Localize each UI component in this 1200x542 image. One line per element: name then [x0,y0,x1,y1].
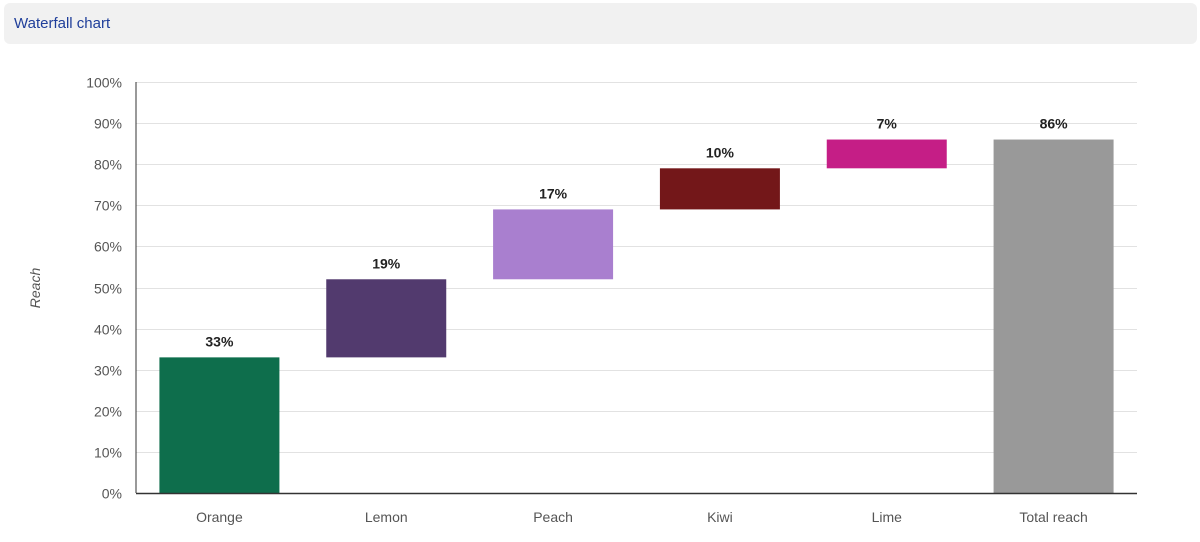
data-label: 17% [539,185,568,201]
bars [159,139,1114,494]
y-tick-label: 90% [94,116,122,132]
x-category-label: Kiwi [707,509,733,525]
x-category-label: Total reach [1019,509,1087,525]
data-labels: 33% 19% 17% 10% 7% 86% [205,116,1068,350]
y-tick-label: 50% [94,281,122,297]
x-category-label: Peach [533,509,573,525]
x-category-label: Lime [872,509,903,525]
y-tick-label: 70% [94,198,122,214]
y-axis-ticks: 0% 10% 20% 30% 40% 50% 60% 70% 80% 90% 100% [86,75,122,502]
data-label: 10% [706,144,735,160]
y-axis-title: Reach [27,268,43,309]
bar-orange [159,357,280,493]
gridlines [136,82,1137,453]
bar-lime [826,139,947,169]
y-tick-label: 60% [94,239,122,255]
y-tick-label: 10% [94,445,122,461]
y-tick-label: 100% [86,75,122,91]
data-label: 19% [372,255,401,271]
bar-lemon [326,279,447,358]
bar-kiwi [659,168,780,210]
y-tick-label: 20% [94,404,122,420]
x-category-label: Orange [196,509,243,525]
y-tick-label: 40% [94,322,122,338]
x-category-label: Lemon [365,509,408,525]
y-tick-label: 0% [102,486,122,502]
y-tick-label: 80% [94,157,122,173]
chart-title: Waterfall chart [14,15,111,32]
chart-header: Waterfall chart [4,3,1197,44]
data-label: 7% [877,116,898,132]
bar-total-reach [993,139,1114,494]
y-tick-label: 30% [94,363,122,379]
x-axis-labels: Orange Lemon Peach Kiwi Lime Total reach [196,509,1088,525]
data-label: 86% [1040,116,1069,132]
bar-peach [493,209,614,280]
data-label: 33% [205,333,234,349]
